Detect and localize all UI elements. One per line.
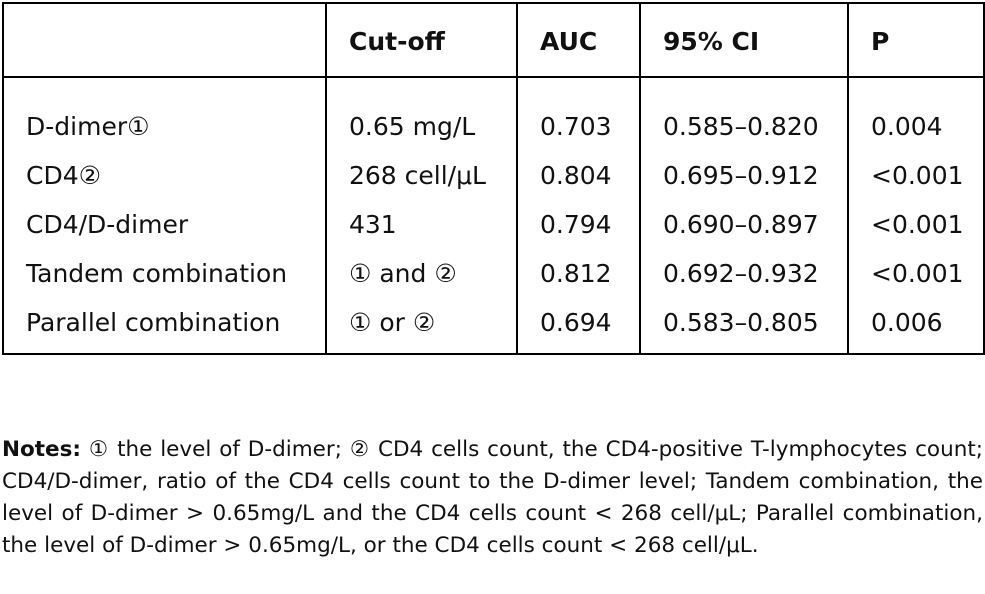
table-row: Parallel combination ① or ② 0.694 0.583–… <box>2 298 985 355</box>
ci-cell: 0.690–0.897 <box>639 200 849 249</box>
row-label-cell: D-dimer① <box>2 77 327 151</box>
table-row: D-dimer① 0.65 mg/L 0.703 0.585–0.820 0.0… <box>2 77 985 151</box>
table-row: CD4② 268 cell/μL 0.804 0.695–0.912 <0.00… <box>2 151 985 200</box>
header-cell-variable <box>2 2 327 78</box>
p-value-cell: 0.004 <box>847 77 985 151</box>
table-row: Tandem combination ① and ② 0.812 0.692–0… <box>2 249 985 298</box>
cutoff-cell: 268 cell/μL <box>325 151 518 200</box>
row-label-cell: CD4② <box>2 151 327 200</box>
auc-cell: 0.794 <box>516 200 641 249</box>
ci-cell: 0.692–0.932 <box>639 249 849 298</box>
auc-cell: 0.694 <box>516 298 641 355</box>
header-cell-p: P <box>847 2 985 78</box>
ci-cell: 0.695–0.912 <box>639 151 849 200</box>
table-notes: Notes: ① the level of D-dimer; ② CD4 cel… <box>2 434 983 562</box>
header-cell-cutoff: Cut-off <box>325 2 518 78</box>
ci-cell: 0.585–0.820 <box>639 77 849 151</box>
cutoff-cell: ① or ② <box>325 298 518 355</box>
row-label-cell: Tandem combination <box>2 249 327 298</box>
header-row: Cut-off AUC 95% CI P <box>2 2 985 78</box>
cutoff-cell: 0.65 mg/L <box>325 77 518 151</box>
auc-cell: 0.812 <box>516 249 641 298</box>
cutoff-cell: ① and ② <box>325 249 518 298</box>
ci-cell: 0.583–0.805 <box>639 298 849 355</box>
p-value-cell: <0.001 <box>847 249 985 298</box>
table-row: CD4/D-dimer 431 0.794 0.690–0.897 <0.001 <box>2 200 985 249</box>
row-label-cell: CD4/D-dimer <box>2 200 327 249</box>
header-cell-ci: 95% CI <box>639 2 849 78</box>
notes-label: Notes: <box>2 436 82 462</box>
notes-text: ① the level of D-dimer; ② CD4 cells coun… <box>2 436 983 558</box>
header-cell-auc: AUC <box>516 2 641 78</box>
p-value-cell: 0.006 <box>847 298 985 355</box>
auc-cell: 0.703 <box>516 77 641 151</box>
p-value-cell: <0.001 <box>847 200 985 249</box>
results-table: Cut-off AUC 95% CI P D-dimer① 0.65 mg/L … <box>2 2 985 355</box>
p-value-cell: <0.001 <box>847 151 985 200</box>
row-label-cell: Parallel combination <box>2 298 327 355</box>
auc-cell: 0.804 <box>516 151 641 200</box>
cutoff-cell: 431 <box>325 200 518 249</box>
